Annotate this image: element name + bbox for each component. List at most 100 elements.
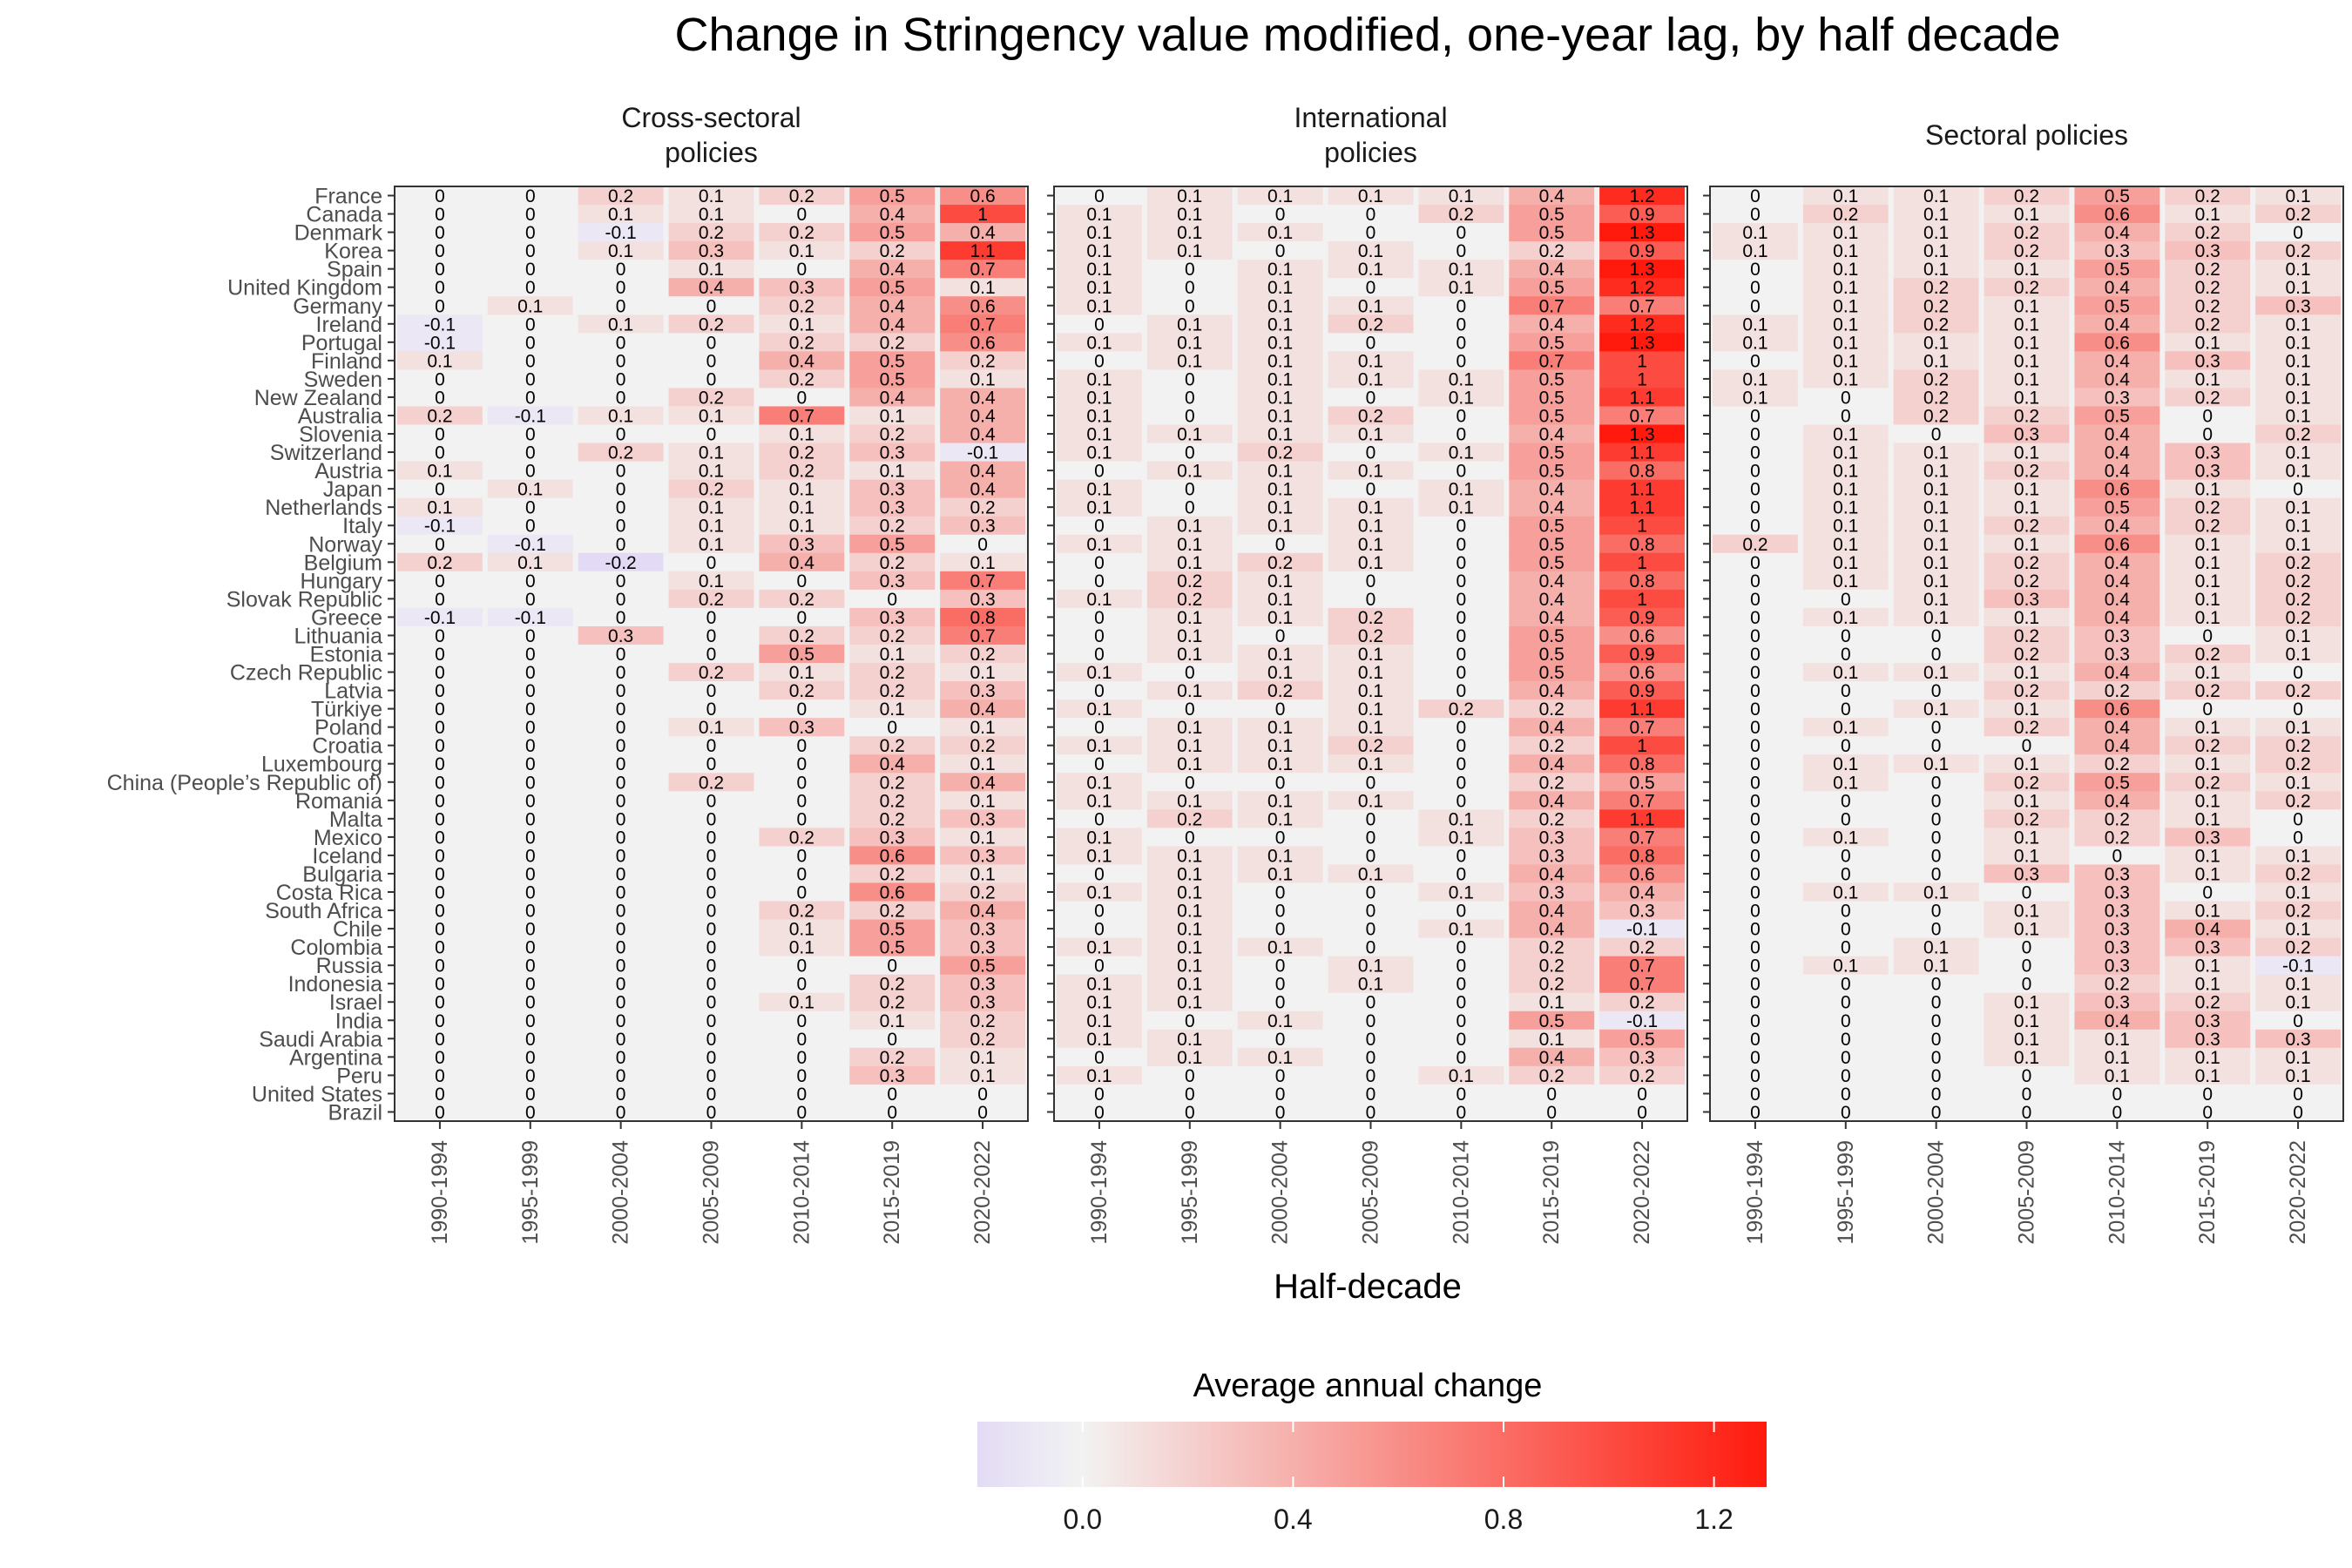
cell-value-label: 0.1: [2285, 333, 2310, 353]
cell-value-label: 0: [616, 590, 626, 610]
cell-value-label: 0: [1275, 1030, 1286, 1050]
cell-value-label: 0: [435, 645, 445, 665]
heatmap-cell: [1057, 809, 1142, 828]
cell-value-label: 0.6: [1629, 663, 1654, 683]
heatmap-cell: [487, 644, 573, 664]
heatmap-cell: [1328, 241, 1414, 260]
cell-value-label: -0.1: [424, 517, 456, 537]
heatmap-cell: [1057, 754, 1142, 774]
heatmap-cell: [1418, 956, 1504, 976]
heatmap-cell: [487, 479, 573, 499]
cell-value-label: 0.2: [789, 902, 814, 922]
heatmap-cell: [1599, 589, 1685, 609]
heatmap-cell: [1418, 791, 1504, 810]
heatmap-cell: [1893, 809, 1979, 828]
heatmap-cell: [1057, 718, 1142, 737]
heatmap-cell: [849, 333, 936, 352]
cell-value-label: 0: [1275, 241, 1286, 261]
cell-value-label: 0: [1456, 223, 1467, 243]
cell-value-label: 0.7: [1629, 828, 1654, 848]
cell-value-label: 0: [2202, 1085, 2213, 1105]
cell-value-label: 0: [1275, 205, 1286, 225]
heatmap-cell: [668, 333, 754, 352]
heatmap-cell: [849, 516, 936, 536]
heatmap-cell: [397, 644, 483, 664]
cell-value-label: 0.1: [970, 754, 995, 774]
cell-value-label: 0.1: [1177, 791, 1202, 811]
cell-value-label: 0.1: [1449, 443, 1474, 463]
cell-value-label: 0.1: [1358, 462, 1383, 482]
cell-value-label: 0.2: [789, 462, 814, 482]
heatmap-cell: [1146, 992, 1233, 1012]
heatmap-cell: [1984, 644, 2070, 664]
cell-value-label: 0: [797, 608, 808, 628]
cell-value-label: 0: [1456, 754, 1467, 774]
heatmap-cell: [940, 956, 1025, 976]
heatmap-cell: [2074, 901, 2160, 921]
cell-value-label: 0.2: [1923, 314, 1949, 335]
cell-value-label: 0.1: [1267, 846, 1293, 866]
cell-value-label: 0.9: [1629, 608, 1654, 628]
heatmap-cell: [1328, 718, 1414, 737]
heatmap-cell: [1802, 424, 1889, 444]
y-tick-label: Switzerland: [270, 441, 382, 465]
heatmap-cell: [668, 424, 754, 444]
heatmap-cell: [1146, 901, 1233, 921]
heatmap-cell: [2165, 1102, 2251, 1122]
cell-value-label: 0.1: [1177, 681, 1202, 701]
cell-value-label: 0: [797, 864, 808, 884]
y-tick-label: Malta: [329, 808, 382, 832]
cell-value-label: 0: [435, 1085, 445, 1105]
cell-value-label: 0.6: [2105, 480, 2130, 500]
heatmap-cell: [1802, 443, 1889, 463]
cell-value-label: 0: [525, 571, 536, 591]
cell-value-label: 0.5: [2105, 260, 2130, 280]
cell-value-label: 0.4: [880, 205, 906, 225]
cell-value-label: 0.2: [1177, 571, 1202, 591]
heatmap-cell: [1146, 1065, 1233, 1085]
y-tick-label: Israel: [329, 990, 382, 1015]
cell-value-label: 0.1: [1086, 663, 1112, 683]
cell-value-label: 0.1: [2014, 314, 2039, 335]
cell-value-label: 0: [797, 205, 808, 225]
cell-value-label: -0.1: [2282, 956, 2314, 977]
cell-value-label: 0.1: [789, 241, 814, 261]
heatmap-cell: [1328, 516, 1414, 536]
heatmap-cell: [1328, 1047, 1414, 1067]
cell-value-label: 0: [1841, 1011, 1851, 1031]
panel-title-line: policies: [1324, 137, 1417, 168]
cell-value-label: 0.5: [880, 186, 905, 206]
heatmap-cell: [849, 571, 936, 591]
heatmap-cell: [578, 718, 664, 737]
cell-value-label: 0: [1456, 351, 1467, 371]
cell-value-label: 0.7: [1539, 351, 1565, 371]
cell-value-label: 0.1: [1923, 663, 1949, 683]
heatmap-cell: [487, 937, 573, 957]
heatmap-cell: [1893, 479, 1979, 499]
heatmap-cell: [1418, 882, 1504, 902]
heatmap-cell: [397, 791, 483, 810]
cell-value-label: 0.1: [1086, 1066, 1112, 1086]
heatmap-cell: [1599, 974, 1685, 994]
heatmap-cell: [1509, 571, 1595, 591]
cell-value-label: 0: [1456, 314, 1467, 335]
cell-value-label: 0: [435, 1048, 445, 1068]
heatmap-cell: [1713, 479, 1798, 499]
cell-value-label: 0: [435, 1030, 445, 1050]
cell-value-label: 0: [1841, 864, 1851, 884]
heatmap-cell: [849, 956, 936, 976]
cell-value-label: 0: [616, 351, 626, 371]
heatmap-cell: [1237, 663, 1323, 682]
heatmap-cell: [397, 700, 483, 719]
heatmap-cell: [940, 773, 1025, 792]
cell-value-label: 0: [797, 773, 808, 793]
cell-value-label: 0: [616, 498, 626, 518]
cell-value-label: 0.2: [789, 443, 814, 463]
heatmap-cell: [1802, 186, 1889, 206]
heatmap-cell: [1713, 937, 1798, 957]
heatmap-cell: [2255, 241, 2341, 260]
cell-value-label: 0: [1275, 1103, 1286, 1123]
heatmap-cell: [1984, 333, 2070, 352]
heatmap-cell: [940, 700, 1025, 719]
cell-value-label: 0.1: [970, 278, 995, 298]
